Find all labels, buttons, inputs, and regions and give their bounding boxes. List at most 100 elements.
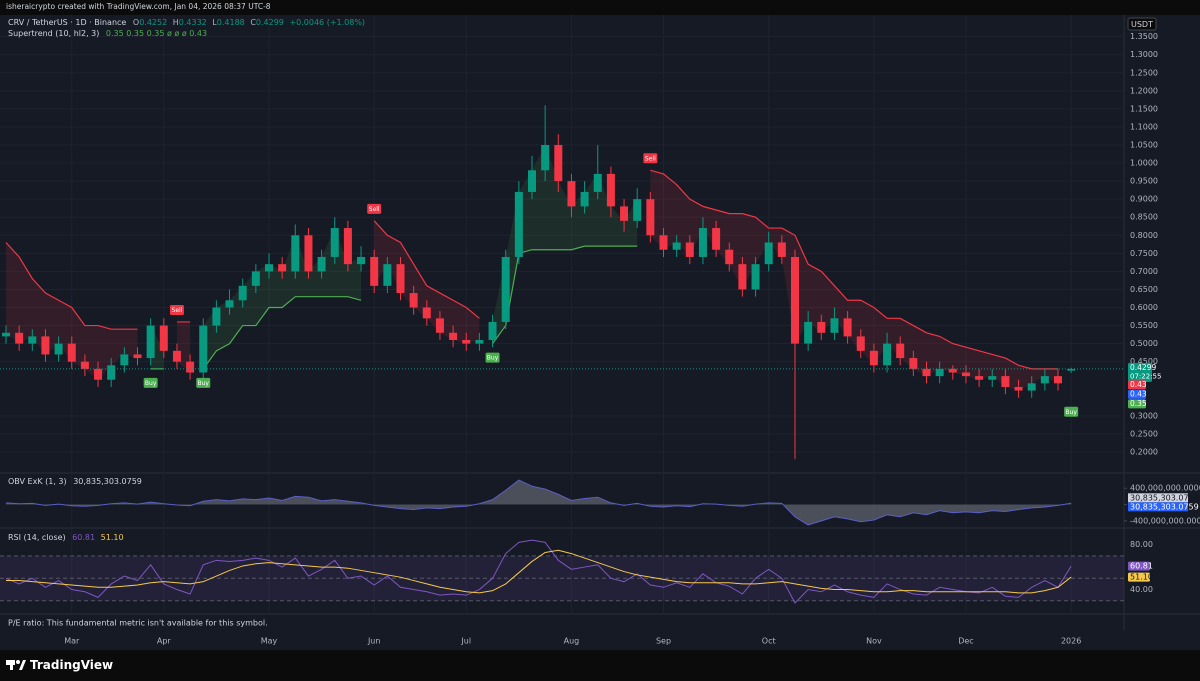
candle-body [159,325,168,351]
signal-label: Sell [369,206,380,213]
y-tick-label: 40.00 [1130,585,1153,594]
rsi-legend: RSI (14, close) 60.81 51.10 [8,533,124,542]
signal-badge [143,377,158,388]
candle-body [869,350,878,366]
ohlc-letter: H [173,18,179,27]
candle-body [685,242,694,257]
y-tick-label: -400,000,000.0000 [1130,516,1200,525]
ohlc-value: 0.4299 [256,18,284,27]
ohlc-value: 0.4188 [217,18,245,27]
y-tick-label: 1.1000 [1130,122,1158,131]
trend-fill [492,145,638,344]
value-tag-label: 30,835,303.0759 [1130,493,1199,502]
candle-body [501,256,510,322]
candle-body [1040,376,1049,384]
value-tag [1128,493,1188,503]
y-tick-label: 0.7500 [1130,249,1158,258]
x-tick-label: Oct [762,637,776,646]
price-tag [1128,399,1146,409]
candle-body [593,173,602,192]
signal-label: Sell [172,307,183,314]
signal-badge [485,352,500,363]
candle-body [67,343,76,362]
candle-body [896,343,905,359]
y-tick-label: 0.9000 [1130,195,1158,204]
y-tick-label: 0.5000 [1130,339,1158,348]
x-tick-label: 2026 [1061,637,1081,646]
candle-body [291,235,300,272]
candle-body [28,336,37,344]
candle-body [948,368,957,373]
trend-fill [374,220,480,344]
candle-body [133,354,142,359]
candle-body [172,350,181,362]
x-tick-label: Jul [460,637,471,646]
symbol: CRV / TetherUS · 1D · Binance [8,18,126,27]
y-tick-label: 0.7000 [1130,267,1158,276]
price-tag-label: 0.43 [1130,389,1147,398]
candle-body [422,307,431,319]
rsi-line [5,539,1072,604]
ohlc-letter: C [250,18,256,27]
signal-label: Buy [145,380,157,387]
value-tag-label: 30,835,303.0759 [1130,502,1199,511]
signal-label: Sell [645,155,656,162]
candle-body [80,361,89,369]
candle-body [777,242,786,257]
y-tick-label: 0.3000 [1130,411,1158,420]
candle-body [580,191,589,207]
candle-body [975,376,984,380]
y-tick-label: 400,000,000.0000 [1130,484,1200,493]
x-tick-label: Aug [564,637,580,646]
currency-box [1127,17,1157,31]
ohlc-letter: L [212,18,217,27]
y-tick-label: 0.9500 [1130,177,1158,186]
y-tick-label: 1.2500 [1130,68,1158,77]
change: +0.0046 (+1.08%) [289,18,365,27]
signal-badge [1064,406,1079,417]
candle-body [672,242,681,250]
obv-area [6,480,1072,525]
y-tick-label: 0.8000 [1130,231,1158,240]
candle-body [2,332,10,337]
obv-line [5,479,1072,526]
candle-body [15,332,24,344]
ohlc-value: 0.4252 [139,18,167,27]
indicator-value: 30,835,303.0759 [73,477,142,486]
indicator-title: Supertrend (10, hl2, 3) [8,29,99,38]
price-tag-label: 0.43 [1130,380,1147,389]
price-tag [1128,389,1146,399]
obv-legend: OBV ExK (1, 3) 30,835,303.0759 [8,477,142,486]
candle-body [475,340,484,344]
candle-body [988,376,997,380]
x-tick-label: Sep [656,637,671,646]
candle-body [120,354,129,366]
candle-body [462,340,471,344]
brand: TradingView [30,658,113,672]
y-tick-label: 0.2000 [1130,447,1158,456]
candle-body [1014,386,1023,391]
y-tick-label: 1.1500 [1130,104,1158,113]
price-tag [1128,380,1146,390]
candle-body [764,242,773,265]
ohlc-value: 0.4332 [179,18,207,27]
trend-fill [6,242,138,380]
candle-body [698,228,707,257]
candle-body [554,145,563,182]
candle-body [922,368,931,377]
candle-body [659,235,668,250]
x-tick-label: Nov [866,637,882,646]
price-tag [1128,362,1152,382]
caption: isheraicrypto created with TradingView.c… [6,2,271,11]
candle-body [541,145,550,171]
candle-body [94,368,103,380]
supertrend-legend: Supertrend (10, hl2, 3) 0.35 0.35 0.35 ø… [8,29,207,38]
y-tick-label: 0.6500 [1130,285,1158,294]
y-tick-label: 1.2000 [1130,86,1158,95]
candle-body [212,307,221,326]
rsi-ma-line [6,549,1072,594]
candle-body [935,368,944,377]
value-tag-label: 60.81 [1130,562,1153,571]
value-tag [1128,561,1150,571]
